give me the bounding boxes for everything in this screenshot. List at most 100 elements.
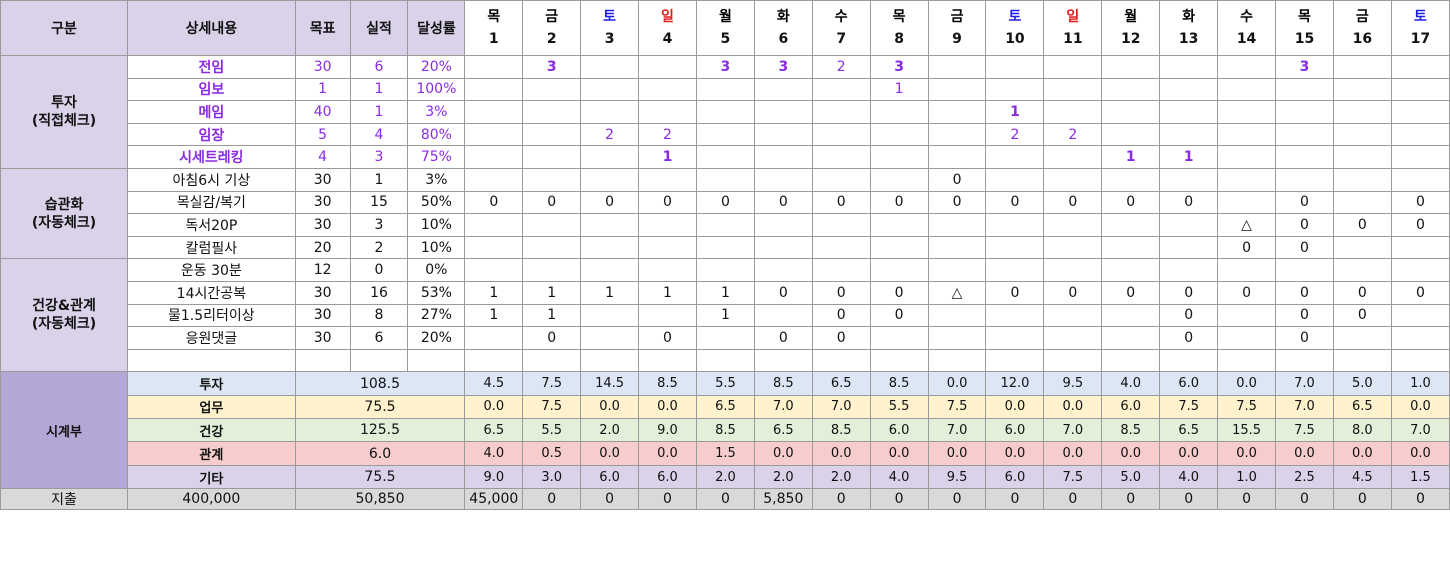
day-cell[interactable]: [695, 213, 755, 237]
item-name[interactable]: 전임: [127, 55, 296, 79]
day-cell[interactable]: [1101, 77, 1161, 102]
timebook-value[interactable]: 0.0: [580, 441, 640, 466]
day-cell[interactable]: [927, 100, 987, 124]
timebook-value[interactable]: 9.5: [927, 464, 987, 490]
day-cell[interactable]: [695, 122, 755, 147]
day-cell[interactable]: [580, 145, 640, 169]
day-cell[interactable]: [522, 213, 582, 237]
timebook-value[interactable]: 5.5: [695, 371, 755, 396]
day-cell[interactable]: [1390, 167, 1450, 192]
day-cell[interactable]: [985, 55, 1045, 79]
day-cell[interactable]: [1159, 55, 1219, 79]
day-cell[interactable]: [1217, 55, 1277, 79]
day-cell[interactable]: [695, 326, 755, 350]
day-cell[interactable]: [985, 213, 1045, 237]
day-cell[interactable]: [811, 145, 871, 169]
day-cell[interactable]: [1332, 122, 1392, 147]
day-cell[interactable]: [1217, 258, 1277, 282]
timebook-value[interactable]: 0.0: [1275, 441, 1334, 466]
day-cell[interactable]: 0: [1101, 190, 1161, 215]
day-cell[interactable]: [1217, 122, 1277, 147]
day-cell[interactable]: 0: [1275, 213, 1334, 237]
day-cell[interactable]: 0: [1275, 190, 1334, 215]
expense-value[interactable]: 0: [1217, 488, 1277, 511]
day-cell[interactable]: 0: [1275, 303, 1334, 328]
timebook-value[interactable]: 6.5: [1159, 418, 1219, 443]
day-cell[interactable]: [638, 167, 697, 192]
item-actual[interactable]: 16: [349, 280, 409, 305]
day-cell[interactable]: [638, 235, 697, 260]
day-cell[interactable]: 0: [1043, 190, 1103, 215]
day-cell[interactable]: [1332, 348, 1392, 373]
expense-value[interactable]: 0: [927, 488, 987, 511]
day-cell[interactable]: [869, 213, 929, 237]
day-cell[interactable]: [1217, 348, 1277, 373]
day-cell[interactable]: [1217, 145, 1277, 169]
day-cell[interactable]: 1: [985, 100, 1045, 124]
day-cell[interactable]: 1: [695, 303, 755, 328]
day-cell[interactable]: 0: [1217, 235, 1277, 260]
day-cell[interactable]: 0: [1332, 303, 1392, 328]
timebook-value[interactable]: 7.0: [753, 394, 813, 420]
day-cell[interactable]: 0: [1390, 213, 1450, 237]
day-cell[interactable]: 3: [869, 55, 929, 79]
expense-value[interactable]: 0: [1332, 488, 1392, 511]
day-cell[interactable]: [1390, 145, 1450, 169]
item-target[interactable]: 40: [294, 100, 351, 124]
day-cell[interactable]: [927, 235, 987, 260]
day-cell[interactable]: [1275, 122, 1334, 147]
day-cell[interactable]: [1332, 100, 1392, 124]
day-cell[interactable]: [580, 303, 640, 328]
day-cell[interactable]: [1101, 303, 1161, 328]
item-actual[interactable]: 6: [349, 326, 409, 350]
item-rate[interactable]: 75%: [407, 145, 466, 169]
item-name[interactable]: 독서20P: [127, 213, 296, 237]
day-cell[interactable]: 0: [1332, 213, 1392, 237]
day-cell[interactable]: [985, 145, 1045, 169]
day-cell[interactable]: [580, 77, 640, 102]
item-name[interactable]: 시세트레킹: [127, 145, 296, 169]
item-actual[interactable]: 3: [349, 213, 409, 237]
day-cell[interactable]: [1332, 258, 1392, 282]
day-cell[interactable]: 2: [985, 122, 1045, 147]
timebook-value[interactable]: 5.5: [522, 418, 582, 443]
day-cell[interactable]: [1101, 100, 1161, 124]
expense-value[interactable]: 0: [1275, 488, 1334, 511]
timebook-value[interactable]: 7.5: [522, 371, 582, 396]
item-rate[interactable]: 27%: [407, 303, 466, 328]
day-cell[interactable]: 0: [1043, 280, 1103, 305]
day-cell[interactable]: [1217, 303, 1277, 328]
timebook-value[interactable]: 0.0: [1217, 441, 1277, 466]
day-cell[interactable]: [638, 55, 697, 79]
day-cell[interactable]: [927, 303, 987, 328]
day-cell[interactable]: 0: [1159, 190, 1219, 215]
day-cell[interactable]: [1390, 100, 1450, 124]
day-cell[interactable]: [1101, 167, 1161, 192]
day-cell[interactable]: [1217, 77, 1277, 102]
day-cell[interactable]: [811, 235, 871, 260]
item-target[interactable]: 30: [294, 190, 351, 215]
day-cell[interactable]: [869, 235, 929, 260]
item-actual[interactable]: 1: [349, 77, 409, 102]
day-cell[interactable]: [1332, 145, 1392, 169]
day-cell[interactable]: 0: [580, 190, 640, 215]
item-actual[interactable]: 6: [349, 55, 409, 79]
timebook-value[interactable]: 2.0: [753, 464, 813, 490]
day-cell[interactable]: [638, 258, 697, 282]
item-name[interactable]: 응원댓글: [127, 326, 296, 350]
day-cell[interactable]: [753, 235, 813, 260]
timebook-total[interactable]: 75.5: [294, 394, 466, 420]
day-cell[interactable]: [695, 100, 755, 124]
timebook-value[interactable]: 6.0: [985, 464, 1045, 490]
timebook-category[interactable]: 업무: [127, 394, 296, 420]
day-cell[interactable]: 1: [522, 303, 582, 328]
day-cell[interactable]: [638, 303, 697, 328]
day-cell[interactable]: [1217, 190, 1277, 215]
day-cell[interactable]: [1043, 235, 1103, 260]
day-cell[interactable]: [1159, 213, 1219, 237]
timebook-total[interactable]: 108.5: [294, 371, 466, 396]
day-cell[interactable]: 1: [1159, 145, 1219, 169]
timebook-value[interactable]: 6.0: [1159, 371, 1219, 396]
day-cell[interactable]: [464, 213, 524, 237]
day-cell[interactable]: △: [1217, 213, 1277, 237]
